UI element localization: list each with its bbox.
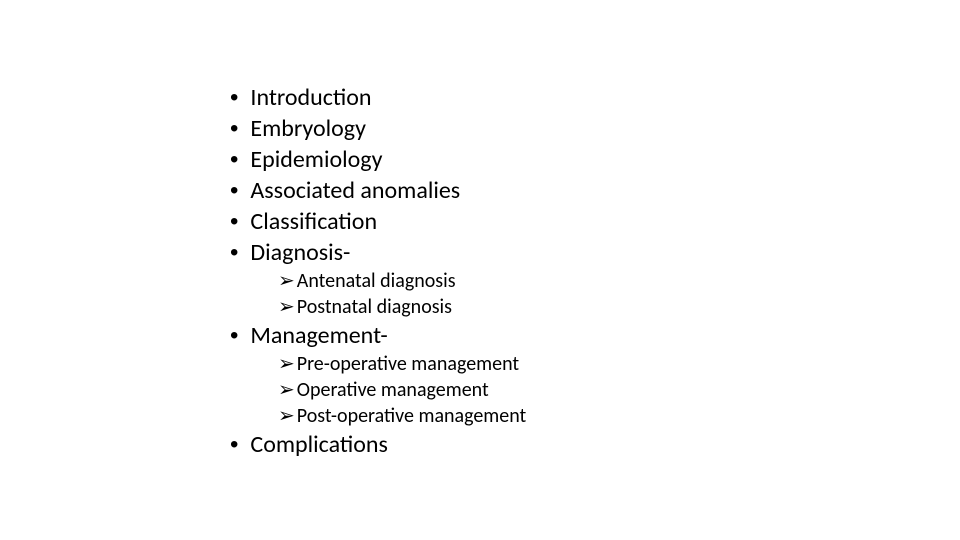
sub-list-item: ➢ Postnatal diagnosis bbox=[278, 294, 526, 320]
sub-item-text: Antenatal diagnosis bbox=[297, 268, 456, 294]
bullet-icon: • bbox=[230, 237, 238, 268]
bullet-icon: • bbox=[230, 113, 238, 144]
slide-content: • Introduction • Embryology • Epidemiolo… bbox=[230, 82, 526, 460]
sub-list-item: ➢ Post-operative management bbox=[278, 403, 526, 429]
list-item-text: Management- bbox=[250, 320, 387, 351]
list-item-text: Epidemiology bbox=[250, 144, 382, 175]
list-item: • Diagnosis- bbox=[230, 237, 526, 268]
sub-item-text: Postnatal diagnosis bbox=[297, 294, 452, 320]
arrow-icon: ➢ bbox=[278, 268, 295, 294]
bullet-icon: • bbox=[230, 144, 238, 175]
sub-list-item: ➢ Pre-operative management bbox=[278, 351, 526, 377]
list-item: • Classification bbox=[230, 206, 526, 237]
sub-list-item: ➢ Operative management bbox=[278, 377, 526, 403]
sub-item-text: Pre-operative management bbox=[297, 351, 519, 377]
list-item-text: Diagnosis- bbox=[250, 237, 350, 268]
list-item-text: Complications bbox=[250, 429, 388, 460]
sub-list: ➢ Pre-operative management ➢ Operative m… bbox=[278, 351, 526, 429]
list-item: • Management- bbox=[230, 320, 526, 351]
list-item: • Epidemiology bbox=[230, 144, 526, 175]
bullet-icon: • bbox=[230, 175, 238, 206]
bullet-icon: • bbox=[230, 320, 238, 351]
arrow-icon: ➢ bbox=[278, 294, 295, 320]
list-item: • Associated anomalies bbox=[230, 175, 526, 206]
list-item-text: Classification bbox=[250, 206, 377, 237]
sub-item-text: Post-operative management bbox=[297, 403, 527, 429]
bullet-icon: • bbox=[230, 429, 238, 460]
list-item: • Embryology bbox=[230, 113, 526, 144]
list-item: • Complications bbox=[230, 429, 526, 460]
arrow-icon: ➢ bbox=[278, 377, 295, 403]
bullet-icon: • bbox=[230, 82, 238, 113]
arrow-icon: ➢ bbox=[278, 351, 295, 377]
list-item-text: Embryology bbox=[250, 113, 366, 144]
bullet-icon: • bbox=[230, 206, 238, 237]
list-item-text: Associated anomalies bbox=[250, 175, 460, 206]
arrow-icon: ➢ bbox=[278, 403, 295, 429]
sub-list: ➢ Antenatal diagnosis ➢ Postnatal diagno… bbox=[278, 268, 526, 320]
list-item-text: Introduction bbox=[250, 82, 371, 113]
sub-list-item: ➢ Antenatal diagnosis bbox=[278, 268, 526, 294]
sub-item-text: Operative management bbox=[297, 377, 489, 403]
list-item: • Introduction bbox=[230, 82, 526, 113]
